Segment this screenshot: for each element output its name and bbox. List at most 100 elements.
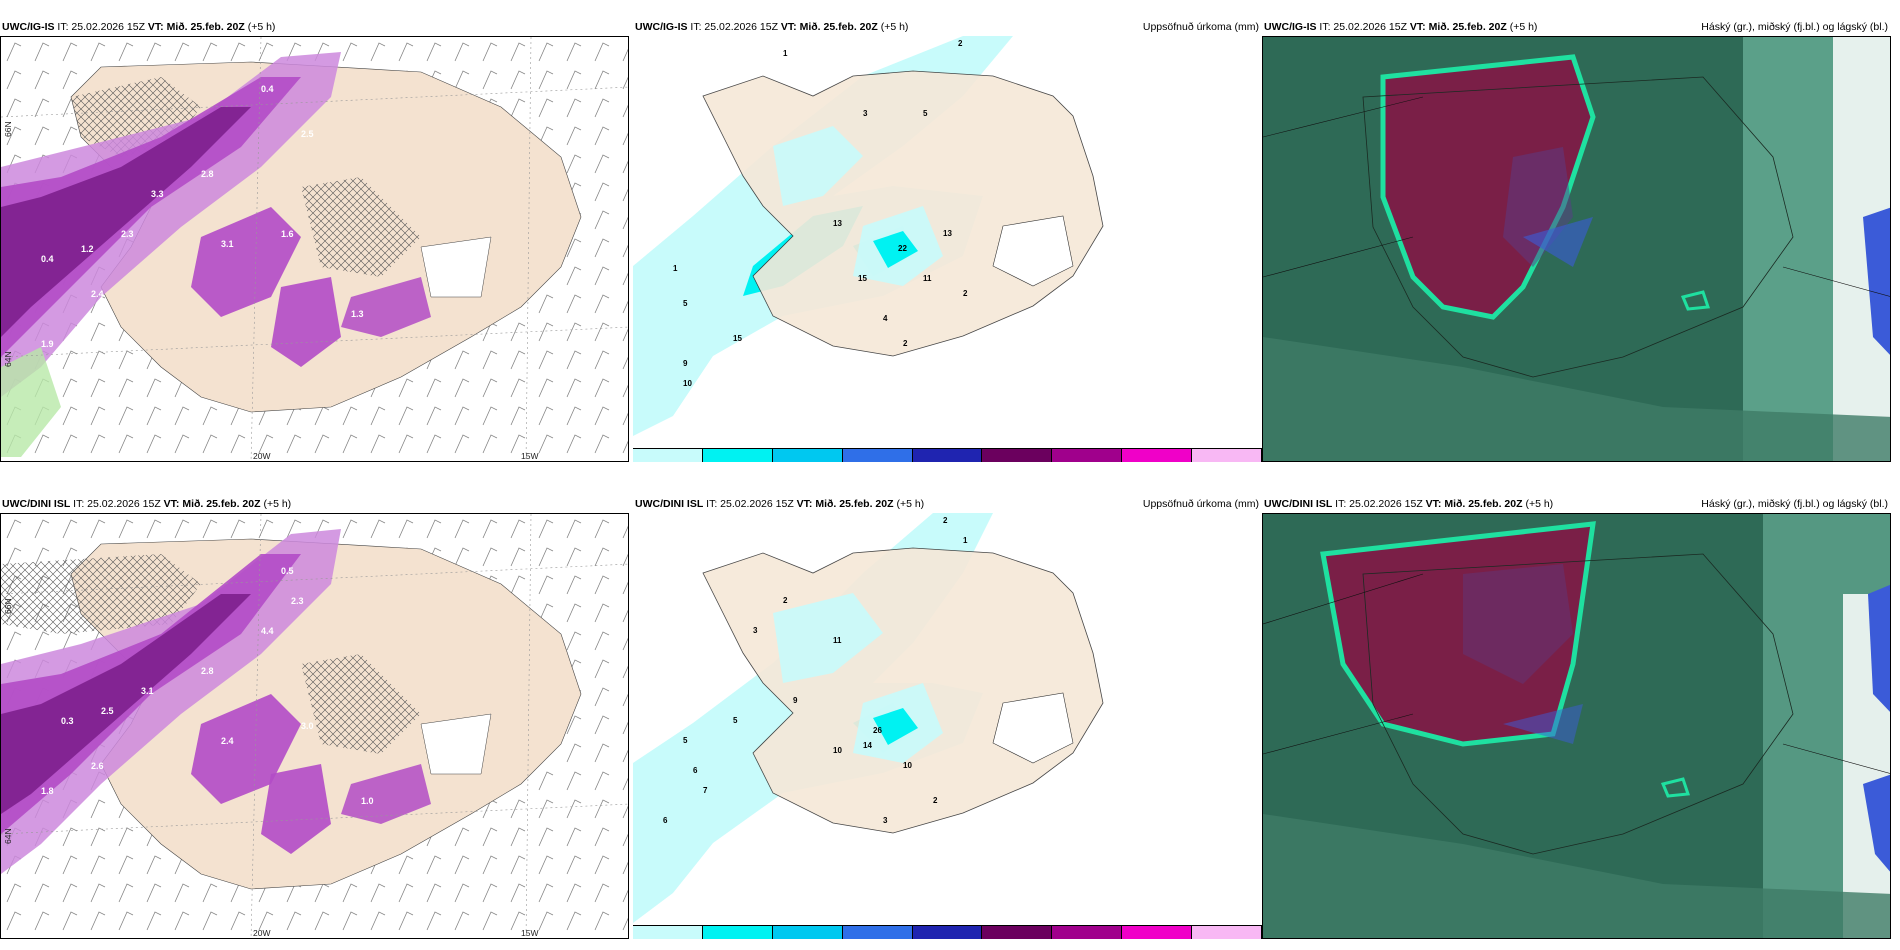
colorbar-cell xyxy=(912,449,983,462)
colorbar-cell xyxy=(842,449,913,462)
cloud-map xyxy=(1263,514,1890,938)
panel-title: UWC/IG-IS IT: 25.02.2026 15Z VT: Mið. 25… xyxy=(633,18,1262,36)
lon-15-label: 15W xyxy=(521,451,539,461)
svg-text:2.5: 2.5 xyxy=(301,129,314,139)
panel-title: UWC/IG-IS IT: 25.02.2026 15Z VT: Mið. 25… xyxy=(0,18,629,36)
colorbar-cell xyxy=(702,926,773,939)
svg-text:2.8: 2.8 xyxy=(201,666,214,676)
svg-text:2.3: 2.3 xyxy=(121,229,134,239)
precip-band xyxy=(1,529,341,874)
colorbar-cell xyxy=(842,926,913,939)
svg-text:14: 14 xyxy=(863,741,872,750)
init-time: IT: 25.02.2026 15Z xyxy=(1335,498,1423,510)
model-name: UWC/IG-IS xyxy=(635,21,688,33)
svg-text:1.2: 1.2 xyxy=(81,244,94,254)
valid-time: VT: Mið. 25.feb. 20Z xyxy=(163,498,261,510)
panel-wind-bottom: UWC/DINI ISL IT: 25.02.2026 15Z VT: Mið.… xyxy=(0,495,629,943)
svg-text:3: 3 xyxy=(863,109,868,118)
svg-text:13: 13 xyxy=(833,219,842,228)
svg-text:2: 2 xyxy=(958,39,963,48)
colorbar-cell xyxy=(772,449,843,462)
lat-66-label: 66N xyxy=(3,121,13,137)
svg-text:3.1: 3.1 xyxy=(141,686,154,696)
precip-map: 2 1 2 3 11 5 5 9 26 14 10 6 7 6 10 2 3 xyxy=(633,513,1262,923)
model-name: UWC/DINI ISL xyxy=(1264,498,1333,510)
colorbar-cell xyxy=(633,449,703,462)
init-time: IT: 25.02.2026 15Z xyxy=(1319,21,1407,33)
svg-text:1: 1 xyxy=(783,49,788,58)
svg-text:3.0: 3.0 xyxy=(301,721,314,731)
colorbar-cell xyxy=(1052,926,1123,939)
lead-time: (+5 h) xyxy=(1509,21,1538,33)
svg-text:2: 2 xyxy=(933,796,938,805)
svg-text:1: 1 xyxy=(963,536,968,545)
model-name: UWC/IG-IS xyxy=(2,21,55,33)
svg-text:2: 2 xyxy=(963,289,968,298)
lat-66-label: 66N xyxy=(3,598,13,614)
lat-64-label: 64N xyxy=(3,828,13,844)
valid-time: VT: Mið. 25.feb. 20Z xyxy=(147,21,245,33)
svg-text:11: 11 xyxy=(833,636,842,645)
svg-text:4: 4 xyxy=(883,314,888,323)
lead-time: (+5 h) xyxy=(263,498,292,510)
svg-text:10: 10 xyxy=(903,761,912,770)
svg-text:15: 15 xyxy=(733,334,742,343)
svg-text:5: 5 xyxy=(683,299,688,308)
panel-wind-top: UWC/IG-IS IT: 25.02.2026 15Z VT: Mið. 25… xyxy=(0,18,629,466)
lead-time: (+5 h) xyxy=(247,21,276,33)
colorbar-cell xyxy=(1052,449,1123,462)
svg-text:22: 22 xyxy=(898,244,907,253)
valid-time: VT: Mið. 25.feb. 20Z xyxy=(796,498,894,510)
colorbar-cell xyxy=(1122,926,1193,939)
map-frame xyxy=(1262,36,1891,462)
panel-title: UWC/DINI ISL IT: 25.02.2026 15Z VT: Mið.… xyxy=(633,495,1262,513)
init-time: IT: 25.02.2026 15Z xyxy=(57,21,145,33)
colorbar-cell xyxy=(982,449,1053,462)
svg-text:3.3: 3.3 xyxy=(151,189,164,199)
svg-text:3.1: 3.1 xyxy=(221,239,234,249)
panel-precip-bottom: UWC/DINI ISL IT: 25.02.2026 15Z VT: Mið.… xyxy=(633,495,1262,943)
svg-text:5: 5 xyxy=(923,109,928,118)
svg-text:1.0: 1.0 xyxy=(361,796,374,806)
colorbar-cell xyxy=(1122,449,1193,462)
precip-title: Uppsöfnuð úrkoma (mm) xyxy=(1142,21,1259,33)
wind-map: 0.4 1.2 2.3 3.3 2.8 1.9 2.4 3.1 1.6 1.3 2.5 0.4 xyxy=(1,37,628,461)
svg-text:6: 6 xyxy=(663,816,668,825)
panel-precip-top: UWC/IG-IS IT: 25.02.2026 15Z VT: Mið. 25… xyxy=(633,18,1262,466)
model-name: UWC/IG-IS xyxy=(1264,21,1317,33)
svg-text:5: 5 xyxy=(733,716,738,725)
init-time: IT: 25.02.2026 15Z xyxy=(706,498,794,510)
valid-time: VT: Mið. 25.feb. 20Z xyxy=(780,21,878,33)
svg-text:0.3: 0.3 xyxy=(61,716,74,726)
init-time: IT: 25.02.2026 15Z xyxy=(690,21,778,33)
colorbar-cell xyxy=(912,926,983,939)
svg-text:2.4: 2.4 xyxy=(221,736,234,746)
lead-time: (+5 h) xyxy=(1525,498,1554,510)
colorbar-cell xyxy=(702,449,773,462)
svg-text:2.6: 2.6 xyxy=(91,761,104,771)
svg-text:0.5: 0.5 xyxy=(281,566,294,576)
colorbar-cell xyxy=(982,926,1053,939)
svg-text:1.3: 1.3 xyxy=(351,309,364,319)
svg-text:11: 11 xyxy=(923,274,932,283)
map-frame: 0.4 1.2 2.3 3.3 2.8 1.9 2.4 3.1 1.6 1.3 2.5 0.4 … xyxy=(0,36,629,462)
panel-cloud-bottom: UWC/DINI ISL IT: 25.02.2026 15Z VT: Mið.… xyxy=(1262,495,1891,943)
svg-text:0.4: 0.4 xyxy=(261,84,274,94)
svg-text:9: 9 xyxy=(793,696,798,705)
cloud-title: Háský (gr.), miðský (fj.bl.) og lágský (… xyxy=(1701,21,1888,33)
lead-time: (+5 h) xyxy=(896,498,925,510)
svg-text:5: 5 xyxy=(683,736,688,745)
lon-20-label: 20W xyxy=(253,928,271,938)
colorbar-cell xyxy=(1192,926,1262,939)
svg-text:15: 15 xyxy=(858,274,867,283)
precip-colorbar xyxy=(633,448,1262,462)
svg-text:13: 13 xyxy=(943,229,952,238)
panel-title: UWC/IG-IS IT: 25.02.2026 15Z VT: Mið. 25… xyxy=(1262,18,1891,36)
lon-15-label: 15W xyxy=(521,928,539,938)
svg-text:1: 1 xyxy=(673,264,678,273)
valid-time: VT: Mið. 25.feb. 20Z xyxy=(1425,498,1523,510)
svg-text:26: 26 xyxy=(873,726,882,735)
map-frame: 0.3 2.5 3.1 2.8 4.4 1.8 2.6 2.4 3.0 1.0 2.3 0.5 … xyxy=(0,513,629,939)
